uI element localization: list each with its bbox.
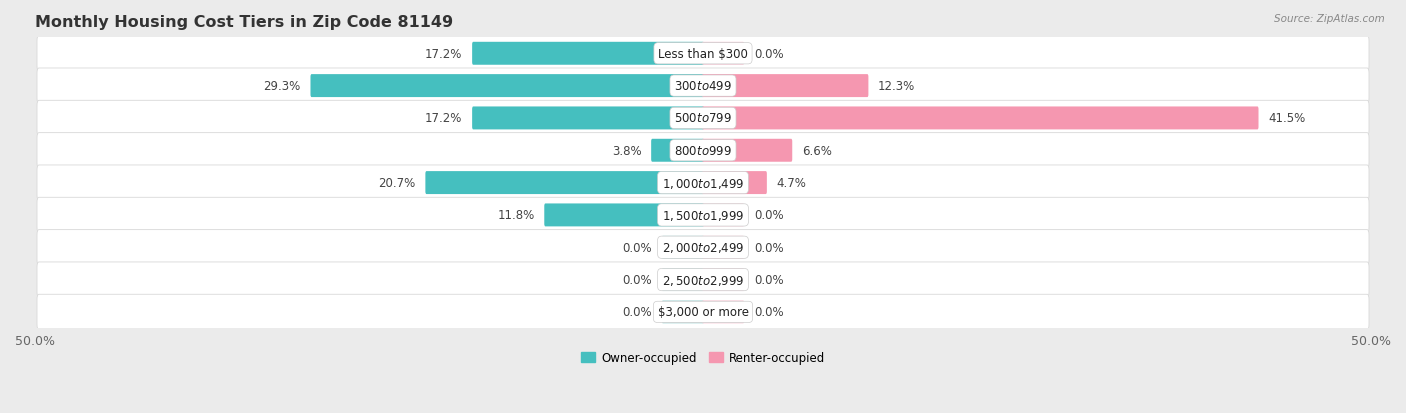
FancyBboxPatch shape bbox=[662, 301, 704, 324]
FancyBboxPatch shape bbox=[472, 43, 704, 66]
Text: $1,500 to $1,999: $1,500 to $1,999 bbox=[662, 209, 744, 222]
FancyBboxPatch shape bbox=[37, 69, 1369, 104]
Text: 0.0%: 0.0% bbox=[754, 47, 783, 61]
Text: 0.0%: 0.0% bbox=[754, 209, 783, 222]
Text: 0.0%: 0.0% bbox=[623, 241, 652, 254]
Text: 11.8%: 11.8% bbox=[498, 209, 534, 222]
Text: 6.6%: 6.6% bbox=[801, 145, 832, 157]
FancyBboxPatch shape bbox=[651, 140, 704, 162]
Text: 12.3%: 12.3% bbox=[877, 80, 915, 93]
Text: 0.0%: 0.0% bbox=[754, 241, 783, 254]
FancyBboxPatch shape bbox=[311, 75, 704, 98]
FancyBboxPatch shape bbox=[702, 204, 744, 227]
Text: 0.0%: 0.0% bbox=[754, 273, 783, 286]
FancyBboxPatch shape bbox=[37, 262, 1369, 297]
Text: Monthly Housing Cost Tiers in Zip Code 81149: Monthly Housing Cost Tiers in Zip Code 8… bbox=[35, 15, 453, 30]
FancyBboxPatch shape bbox=[702, 268, 744, 291]
FancyBboxPatch shape bbox=[37, 294, 1369, 330]
FancyBboxPatch shape bbox=[702, 140, 792, 162]
FancyBboxPatch shape bbox=[544, 204, 704, 227]
Text: $2,000 to $2,499: $2,000 to $2,499 bbox=[662, 241, 744, 255]
Text: 0.0%: 0.0% bbox=[623, 273, 652, 286]
Text: Source: ZipAtlas.com: Source: ZipAtlas.com bbox=[1274, 14, 1385, 24]
Text: $500 to $799: $500 to $799 bbox=[673, 112, 733, 125]
FancyBboxPatch shape bbox=[37, 133, 1369, 169]
Text: 0.0%: 0.0% bbox=[754, 306, 783, 318]
Text: 41.5%: 41.5% bbox=[1268, 112, 1305, 125]
FancyBboxPatch shape bbox=[37, 166, 1369, 201]
FancyBboxPatch shape bbox=[702, 43, 744, 66]
Text: $2,500 to $2,999: $2,500 to $2,999 bbox=[662, 273, 744, 287]
Text: Less than $300: Less than $300 bbox=[658, 47, 748, 61]
FancyBboxPatch shape bbox=[37, 230, 1369, 265]
FancyBboxPatch shape bbox=[702, 172, 766, 195]
FancyBboxPatch shape bbox=[37, 37, 1369, 72]
FancyBboxPatch shape bbox=[37, 101, 1369, 136]
Text: 4.7%: 4.7% bbox=[776, 177, 807, 190]
Text: $300 to $499: $300 to $499 bbox=[673, 80, 733, 93]
FancyBboxPatch shape bbox=[702, 75, 869, 98]
FancyBboxPatch shape bbox=[702, 236, 744, 259]
Text: 29.3%: 29.3% bbox=[263, 80, 301, 93]
FancyBboxPatch shape bbox=[662, 268, 704, 291]
FancyBboxPatch shape bbox=[702, 107, 1258, 130]
Text: 17.2%: 17.2% bbox=[425, 112, 463, 125]
FancyBboxPatch shape bbox=[426, 172, 704, 195]
FancyBboxPatch shape bbox=[472, 107, 704, 130]
Text: $3,000 or more: $3,000 or more bbox=[658, 306, 748, 318]
Text: 3.8%: 3.8% bbox=[612, 145, 641, 157]
FancyBboxPatch shape bbox=[37, 198, 1369, 233]
Text: 17.2%: 17.2% bbox=[425, 47, 463, 61]
FancyBboxPatch shape bbox=[702, 301, 744, 324]
FancyBboxPatch shape bbox=[662, 236, 704, 259]
Text: 0.0%: 0.0% bbox=[623, 306, 652, 318]
Legend: Owner-occupied, Renter-occupied: Owner-occupied, Renter-occupied bbox=[576, 347, 830, 369]
Text: 20.7%: 20.7% bbox=[378, 177, 416, 190]
Text: $1,000 to $1,499: $1,000 to $1,499 bbox=[662, 176, 744, 190]
Text: $800 to $999: $800 to $999 bbox=[673, 145, 733, 157]
